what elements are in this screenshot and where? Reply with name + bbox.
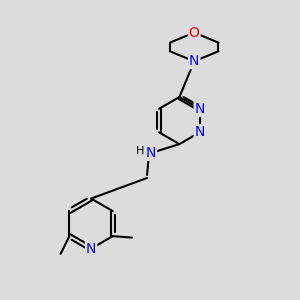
Text: N: N: [146, 146, 156, 160]
Text: O: O: [189, 26, 200, 40]
Text: N: N: [195, 125, 205, 139]
Text: N: N: [86, 242, 96, 256]
Text: N: N: [195, 102, 205, 116]
Text: N: N: [189, 54, 200, 68]
Text: H: H: [136, 146, 145, 157]
